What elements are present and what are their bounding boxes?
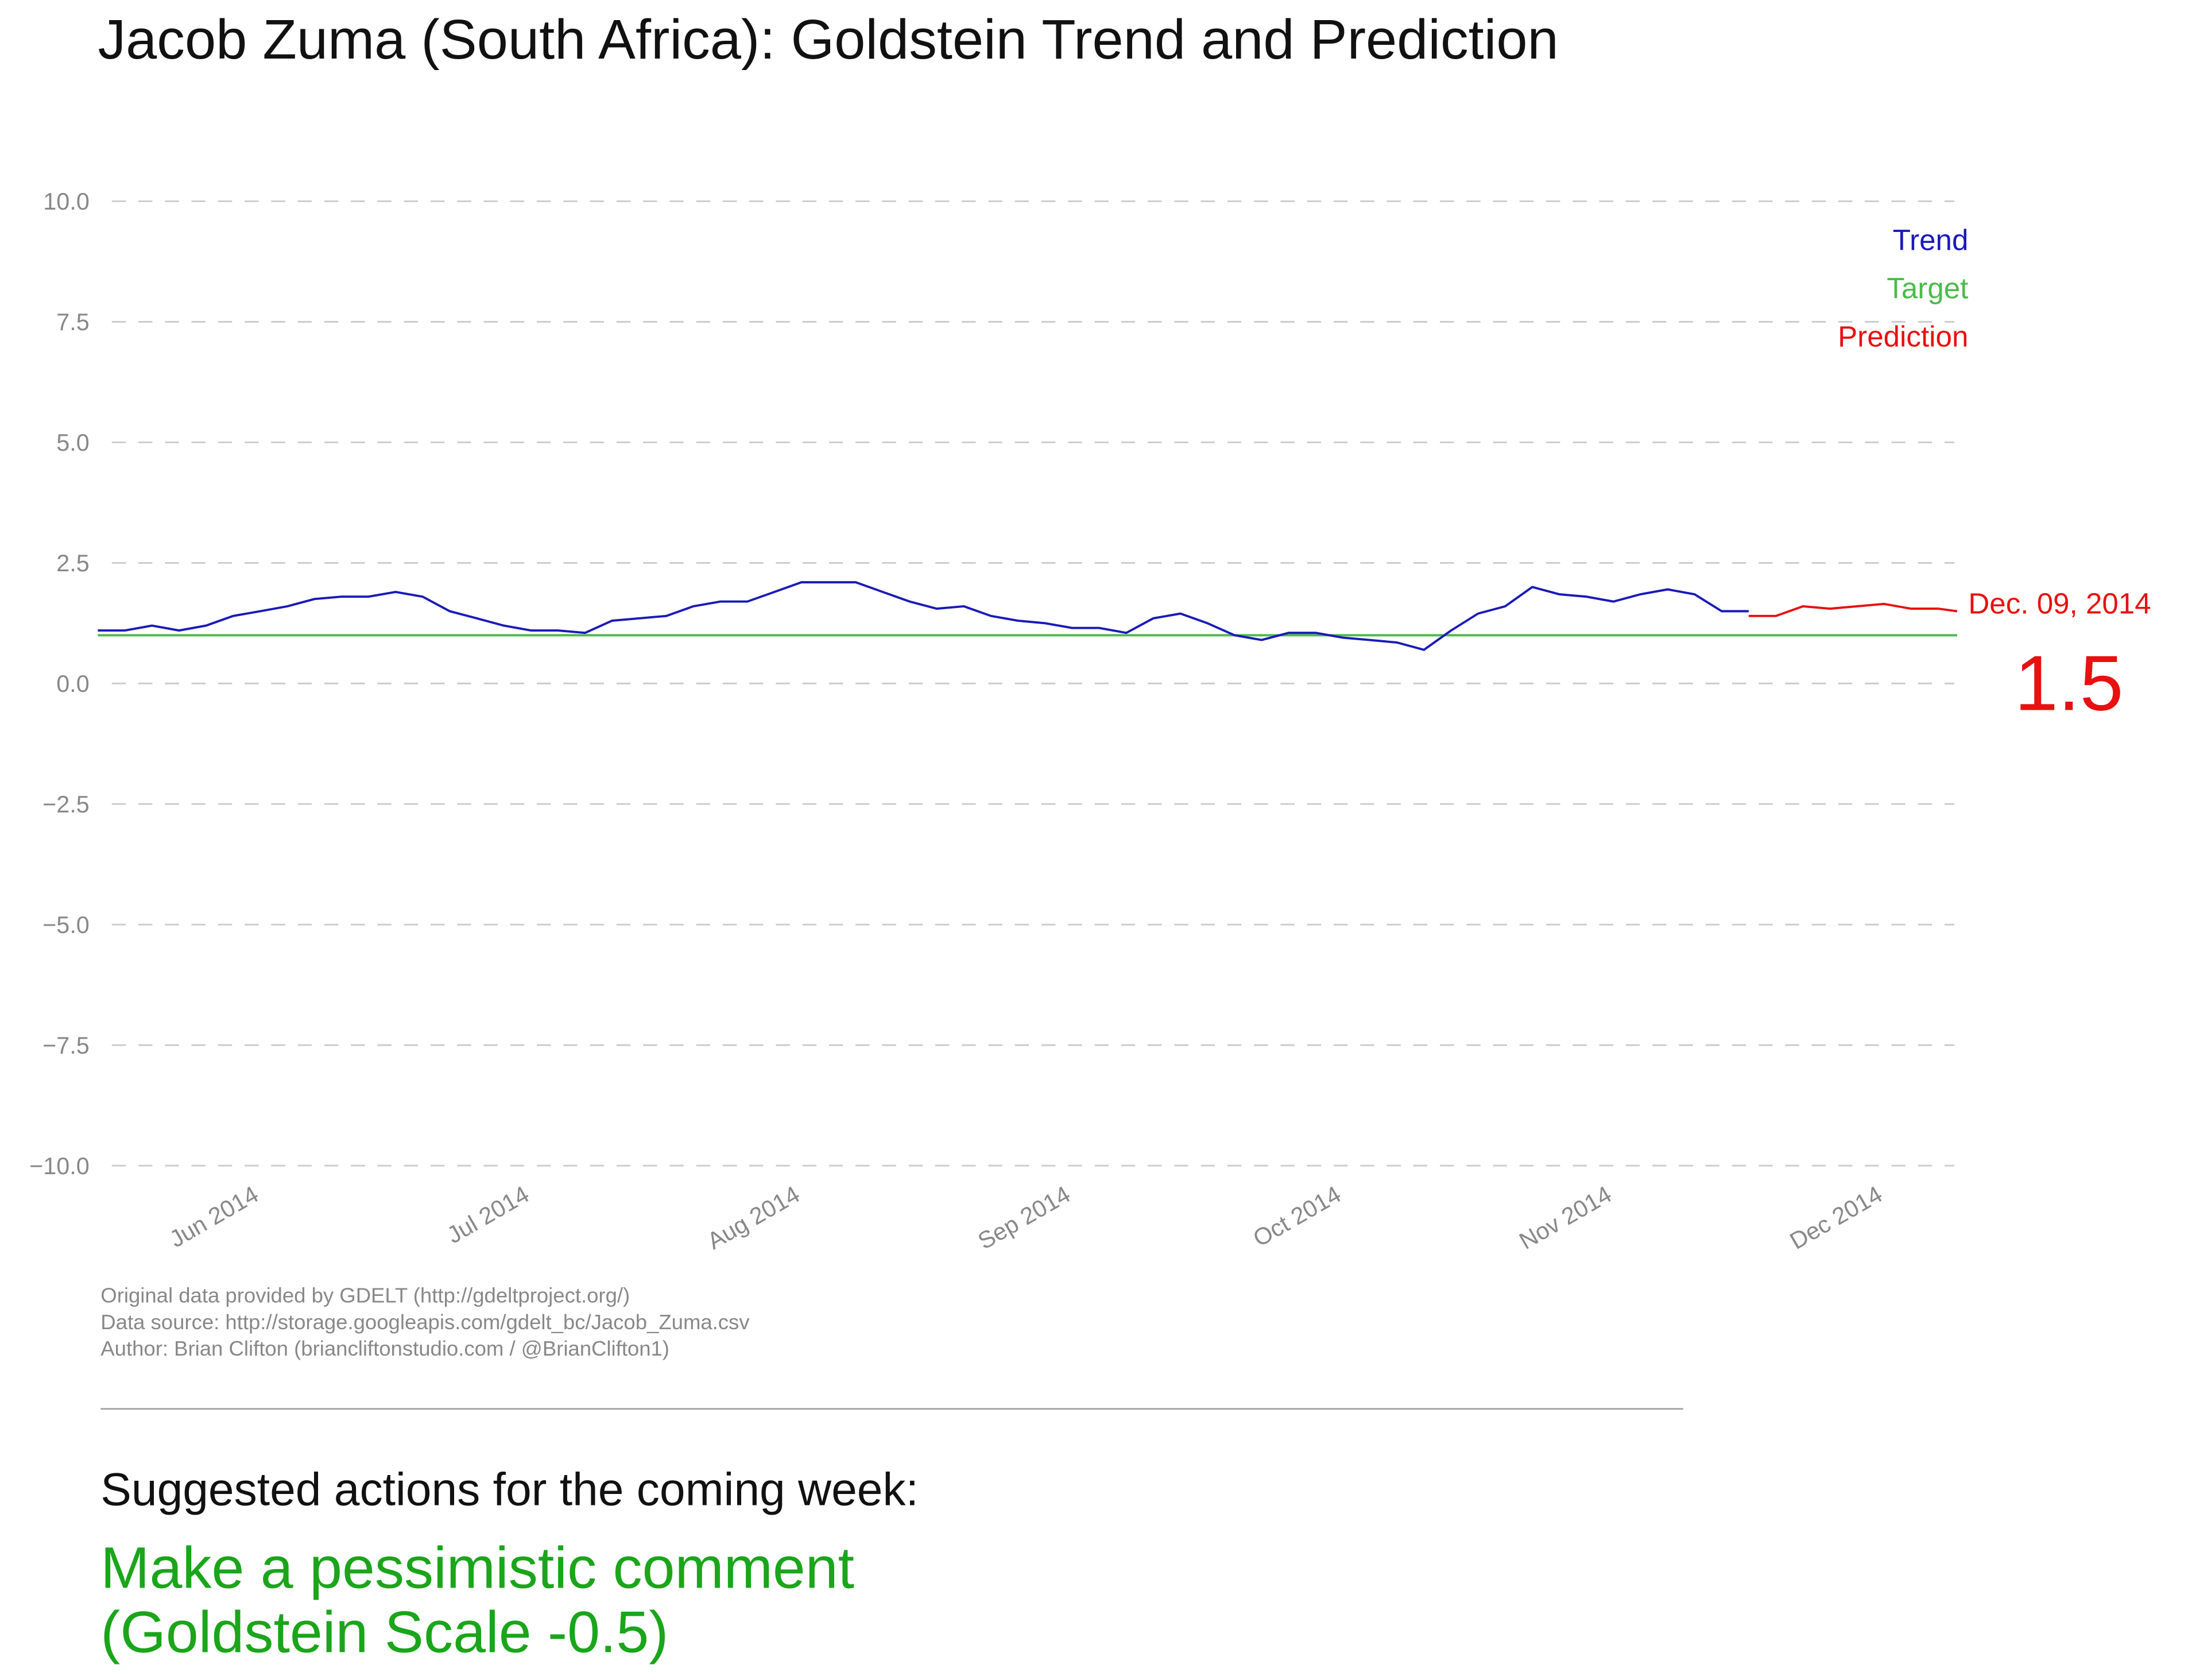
actions-heading: Suggested actions for the coming week: <box>100 1464 919 1516</box>
legend-entry: Trend <box>1893 224 1969 257</box>
x-tick-label: Nov 2014 <box>1515 1181 1616 1255</box>
x-tick-label: Oct 2014 <box>1249 1181 1345 1252</box>
credit: Data source: http://storage.googleapis.c… <box>100 1310 750 1334</box>
y-tick-label: −10.0 <box>29 1153 90 1179</box>
y-tick-label: −5.0 <box>42 912 90 938</box>
series-line <box>98 581 1749 651</box>
chart-title: Jacob Zuma (South Africa): Goldstein Tre… <box>98 8 1558 71</box>
x-tick-label: Sep 2014 <box>974 1181 1075 1255</box>
x-tick-label: Dec 2014 <box>1786 1181 1887 1255</box>
x-tick-label: Jun 2014 <box>165 1181 262 1253</box>
credit: Original data provided by GDELT (http://… <box>100 1284 630 1307</box>
y-tick-label: 10.0 <box>43 188 90 215</box>
y-tick-label: 5.0 <box>56 429 90 456</box>
x-tick-label: Aug 2014 <box>703 1181 804 1255</box>
credit: Author: Brian Clifton (briancliftonstudi… <box>100 1337 669 1360</box>
y-tick-label: 0.0 <box>56 671 90 697</box>
legend-entry: Prediction <box>1838 320 1968 353</box>
action-text: (Goldstein Scale -0.5) <box>100 1598 668 1664</box>
prediction-date: Dec. 09, 2014 <box>1968 587 2151 620</box>
legend-entry: Target <box>1887 272 1968 305</box>
y-tick-label: −2.5 <box>42 791 90 818</box>
series-line <box>1748 602 1958 617</box>
prediction-value: 1.5 <box>2015 640 2124 727</box>
y-tick-label: −7.5 <box>42 1032 90 1059</box>
y-tick-label: 2.5 <box>56 550 90 576</box>
x-tick-label: Jul 2014 <box>443 1181 534 1249</box>
y-tick-label: 7.5 <box>56 309 90 335</box>
action-text: Make a pessimistic comment <box>100 1534 854 1600</box>
